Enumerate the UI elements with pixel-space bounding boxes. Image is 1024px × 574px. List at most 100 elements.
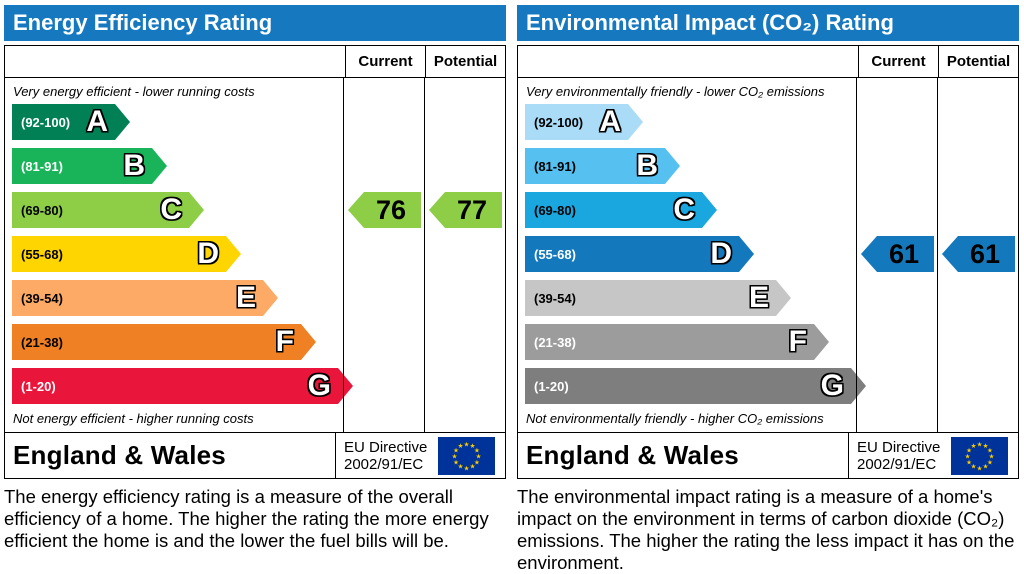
region-label: England & Wales [518, 433, 849, 478]
svg-text:★: ★ [971, 462, 977, 470]
eu-directive-label: EU Directive 2002/91/EC [336, 439, 427, 473]
band-letter: F [788, 325, 807, 358]
rating-band-a: (92-100) A [525, 104, 643, 140]
rating-band-c: (69-80) C [12, 192, 204, 228]
environmental-impact-panel: Environmental Impact (CO₂) Rating Curren… [517, 5, 1019, 574]
energy-efficiency-panel: Energy Efficiency Rating Current Potenti… [4, 5, 506, 574]
band-letter: F [275, 325, 294, 358]
band-range-label: (81-91) [21, 158, 63, 174]
band-letter: B [636, 149, 658, 182]
rating-band-d: (55-68) D [12, 236, 241, 272]
chart-column-headers: Current Potential [5, 46, 505, 78]
svg-text:★: ★ [474, 458, 480, 466]
band-range-label: (1-20) [21, 378, 56, 394]
svg-text:★: ★ [983, 462, 989, 470]
eu-directive-line2: 2002/91/EC [857, 455, 937, 473]
chart-body: Very energy efficient - lower running co… [5, 78, 505, 432]
band-range-label: (92-100) [534, 114, 584, 130]
band-letter: E [235, 281, 256, 314]
region-label: England & Wales [5, 433, 336, 478]
current-rating-arrow: 61 [861, 236, 934, 272]
chart-footer: England & Wales EU Directive 2002/91/EC … [4, 433, 506, 479]
eu-directive-line2: 2002/91/EC [344, 455, 424, 473]
rating-band-c: (69-80) C [525, 192, 717, 228]
eu-directive-label: EU Directive 2002/91/EC [849, 439, 940, 473]
rating-band-b: (81-91) B [12, 148, 167, 184]
chart-footer: England & Wales EU Directive 2002/91/EC … [517, 433, 1019, 479]
column-header-spacer [518, 46, 858, 77]
potential-arrow-column: 61 [938, 78, 1018, 432]
eu-directive-line1: EU Directive [344, 438, 428, 456]
band-letter: C [160, 193, 182, 226]
current-column-header: Current [345, 46, 425, 77]
svg-text:★: ★ [453, 458, 459, 466]
svg-text:★: ★ [989, 452, 995, 460]
rating-band-d: (55-68) D [525, 236, 754, 272]
band-letter: B [123, 149, 145, 182]
current-column-divider [856, 78, 857, 432]
band-range-label: (69-80) [534, 202, 576, 218]
svg-text:★: ★ [453, 446, 459, 454]
potential-rating-arrow: 77 [429, 192, 502, 228]
band-range-label: (21-38) [21, 334, 63, 350]
eu-flag-icon: ★ ★★★★★★★★★★★ [438, 436, 495, 475]
svg-text:★: ★ [464, 464, 470, 472]
band-letter: E [748, 281, 769, 314]
potential-column-header: Potential [425, 46, 505, 77]
svg-text:★: ★ [983, 441, 989, 449]
potential-column-header: Potential [938, 46, 1018, 77]
column-header-spacer [5, 46, 345, 77]
svg-text:★: ★ [966, 458, 972, 466]
band-letter: A [599, 105, 621, 138]
svg-text:★: ★ [977, 464, 983, 472]
potential-column-divider [937, 78, 938, 432]
svg-text:★: ★ [458, 462, 464, 470]
rating-band-e: (39-54) E [12, 280, 278, 316]
band-range-label: (92-100) [21, 114, 71, 130]
band-letter: G [820, 369, 844, 402]
band-letter: D [710, 237, 732, 270]
rating-band-e: (39-54) E [525, 280, 791, 316]
rating-band-f: (21-38) F [12, 324, 316, 360]
environmental-rating-chart: Current Potential Very environmentally f… [517, 45, 1019, 433]
band-range-label: (39-54) [534, 290, 576, 306]
svg-text:★: ★ [971, 441, 977, 449]
potential-arrow-column: 77 [425, 78, 505, 432]
current-column-header: Current [858, 46, 938, 77]
chart-column-headers: Current Potential [518, 46, 1018, 78]
svg-text:★: ★ [476, 452, 482, 460]
chart-body: Very environmentally friendly - lower CO… [518, 78, 1018, 432]
band-range-label: (39-54) [21, 290, 63, 306]
band-range-label: (81-91) [534, 158, 576, 174]
energy-rating-chart: Current Potential Very energy efficient … [4, 45, 506, 433]
band-letter: D [197, 237, 219, 270]
band-letter: C [673, 193, 695, 226]
current-column-divider [343, 78, 344, 432]
svg-text:★: ★ [977, 440, 983, 448]
svg-text:★: ★ [987, 446, 993, 454]
environmental-panel-title: Environmental Impact (CO₂) Rating [517, 5, 1019, 41]
potential-column-divider [424, 78, 425, 432]
rating-band-g: (1-20) G [525, 368, 866, 404]
svg-text:★: ★ [987, 458, 993, 466]
current-arrow-column: 61 [857, 78, 937, 432]
rating-band-f: (21-38) F [525, 324, 829, 360]
top-note: Very energy efficient - lower running co… [13, 84, 255, 99]
environmental-rating-description: The environmental impact rating is a mea… [517, 486, 1015, 573]
band-range-label: (69-80) [21, 202, 63, 218]
current-rating-arrow: 76 [348, 192, 421, 228]
bottom-note: Not environmentally friendly - higher CO… [526, 411, 824, 426]
svg-text:★: ★ [966, 446, 972, 454]
band-range-label: (21-38) [534, 334, 576, 350]
rating-band-b: (81-91) B [525, 148, 680, 184]
svg-text:★: ★ [458, 441, 464, 449]
potential-rating-arrow: 61 [942, 236, 1015, 272]
band-range-label: (55-68) [534, 246, 576, 262]
eu-directive-line1: EU Directive [857, 438, 941, 456]
band-letter: G [307, 369, 331, 402]
svg-text:★: ★ [470, 441, 476, 449]
current-arrow-column: 76 [344, 78, 424, 432]
bottom-note: Not energy efficient - higher running co… [13, 411, 254, 426]
rating-band-a: (92-100) A [12, 104, 130, 140]
